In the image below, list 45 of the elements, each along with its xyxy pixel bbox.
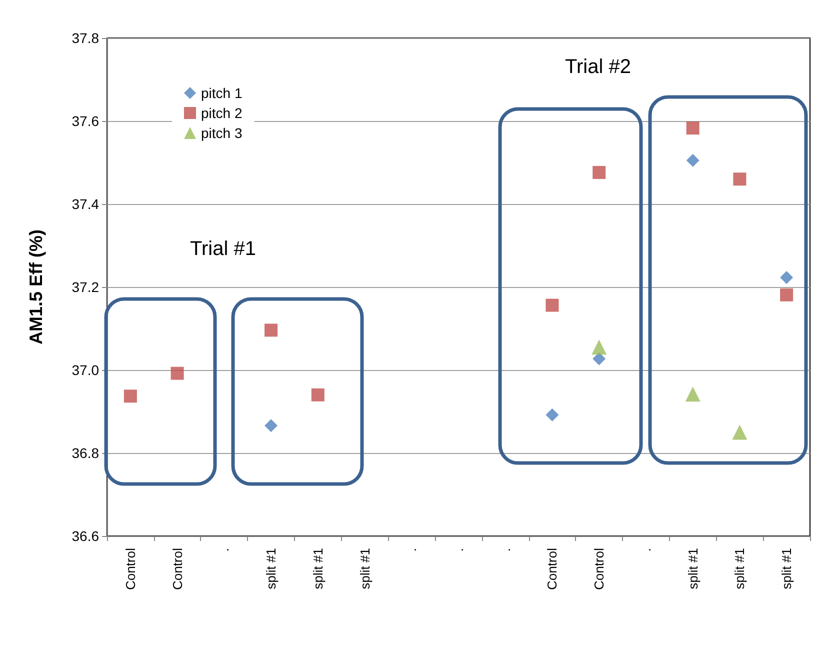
point — [732, 424, 748, 440]
x-tick-label: Control — [122, 548, 138, 590]
y-tick-label: 37.0 — [72, 362, 100, 378]
y-tick-label: 37.6 — [72, 113, 100, 129]
point — [546, 408, 559, 422]
x-tick-label: split #1 — [357, 548, 372, 590]
point — [780, 288, 794, 302]
x-tick-label: . — [498, 548, 513, 552]
annotation: Trial #2 — [565, 56, 631, 79]
y-axis-title: AM1.5 Eff (%) — [26, 229, 46, 345]
annotation: Trial #1 — [190, 238, 256, 261]
point — [264, 419, 278, 432]
point — [733, 172, 746, 186]
point — [780, 270, 794, 284]
point — [592, 166, 606, 179]
y-tick-label: 36.6 — [72, 528, 100, 544]
point — [686, 154, 700, 167]
x-tick-label: Control — [170, 548, 185, 590]
x-tick-label: . — [451, 548, 466, 552]
x-tick-label: split #1 — [732, 548, 748, 590]
point — [311, 388, 324, 402]
point — [592, 352, 606, 366]
point — [592, 340, 607, 355]
x-tick-label: split #1 — [685, 548, 700, 590]
x-tick-label: . — [216, 548, 232, 552]
x-tick-label: split #1 — [310, 548, 326, 590]
x-tick-label: . — [638, 548, 654, 552]
legend-label: pitch 2 — [201, 105, 242, 121]
x-tick-label: Control — [592, 548, 607, 590]
x-tick-label: split #1 — [264, 548, 279, 590]
y-tick-label: 37.8 — [72, 30, 100, 46]
point — [264, 324, 278, 337]
x-tick-label: split #1 — [779, 548, 794, 590]
x-tick-label: . — [404, 548, 420, 552]
point — [685, 386, 700, 402]
point — [170, 366, 184, 380]
x-tick-label: Control — [544, 548, 560, 590]
point — [546, 298, 559, 312]
legend-label: pitch 1 — [201, 85, 242, 101]
legend-label: pitch 3 — [201, 125, 242, 141]
y-tick-label: 37.4 — [72, 196, 100, 212]
point — [686, 122, 700, 135]
point — [124, 390, 137, 403]
y-tick-label: 36.8 — [72, 445, 100, 461]
y-tick-label: 37.2 — [72, 279, 100, 295]
